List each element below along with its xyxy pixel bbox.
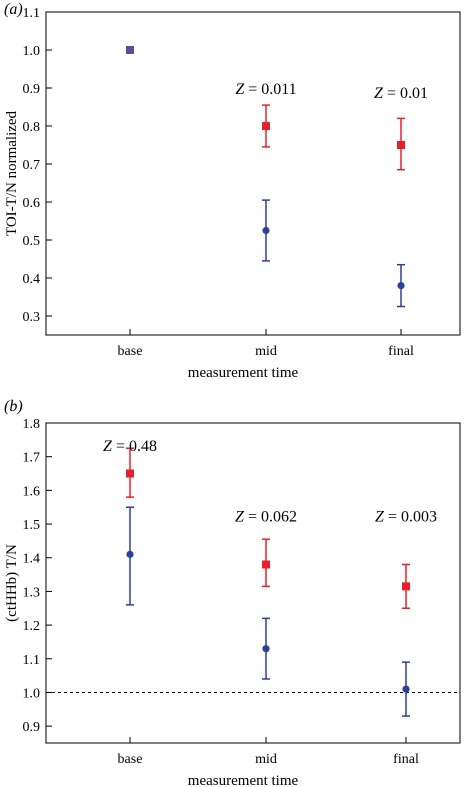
y-tick-label: 0.5 [23,234,41,249]
chart-panel-b: 0.9 1.0 1.1 1.2 1.3 1.4 1.5 1.6 1.7 1.8 base mid fin… [4,398,461,787]
data-point-circle [397,282,405,290]
y-axis-label: (ctHHb) T/N [4,544,20,622]
y-tick-label: 1.1 [23,6,41,21]
data-point-square [262,122,270,130]
y-tick-label: 1.3 [23,585,41,600]
x-tick-label: mid [255,344,277,359]
x-tick-label: mid [255,752,277,767]
panel-label: (b) [4,398,23,415]
data-point-circle [126,550,134,558]
plot-frame [45,11,461,336]
y-tick-label: 1.0 [23,44,41,59]
y-tick-label: 0.4 [23,272,41,287]
y-tick-label: 1.0 [23,686,41,701]
z-annotation: Z = 0.062 [235,509,297,526]
x-axis-label: measurement time [188,365,299,381]
y-tick-label: 1.4 [23,552,41,567]
y-tick-label: 1.1 [23,653,41,668]
y-tick-label: 0.6 [23,196,41,211]
y-tick-label: 1.7 [23,451,41,466]
z-annotation: Z = 0.011 [235,81,296,98]
panel-label: (a) [4,1,23,18]
y-axis-label: TOI-T/N normalized [4,110,20,236]
y-tick-label: 0.7 [23,158,41,173]
x-tick-label: final [388,344,414,359]
y-tick-label: 0.9 [23,82,41,97]
chart-panel-a: 0.3 0.4 0.5 0.6 0.7 0.8 0.9 1.0 1.1 base mid final m… [4,1,461,381]
z-annotation: Z = 0.48 [103,438,157,455]
z-annotation: Z = 0.01 [374,85,428,102]
z-annotation: Z = 0.003 [375,509,437,526]
data-point-square [126,469,134,478]
data-point-circle [262,226,270,235]
y-tick-label: 0.9 [23,720,41,735]
data-point-square [262,560,270,569]
y-tick-label: 0.8 [23,120,41,135]
y-tick-label: 1.2 [23,619,41,634]
data-point-square [402,582,410,591]
x-tick-label: base [118,344,143,359]
y-tick-label: 1.6 [23,484,41,499]
plot-frame [45,422,461,744]
data-point-circle [126,46,134,54]
data-point-circle [262,645,270,653]
x-tick-label: base [118,752,143,767]
y-tick-label: 1.8 [23,417,41,432]
y-tick-label: 0.3 [23,310,41,325]
x-tick-label: final [393,752,419,767]
y-tick-label: 1.5 [23,518,41,533]
data-point-square [397,141,405,149]
x-axis-label: measurement time [188,773,299,787]
data-point-circle [402,685,410,693]
